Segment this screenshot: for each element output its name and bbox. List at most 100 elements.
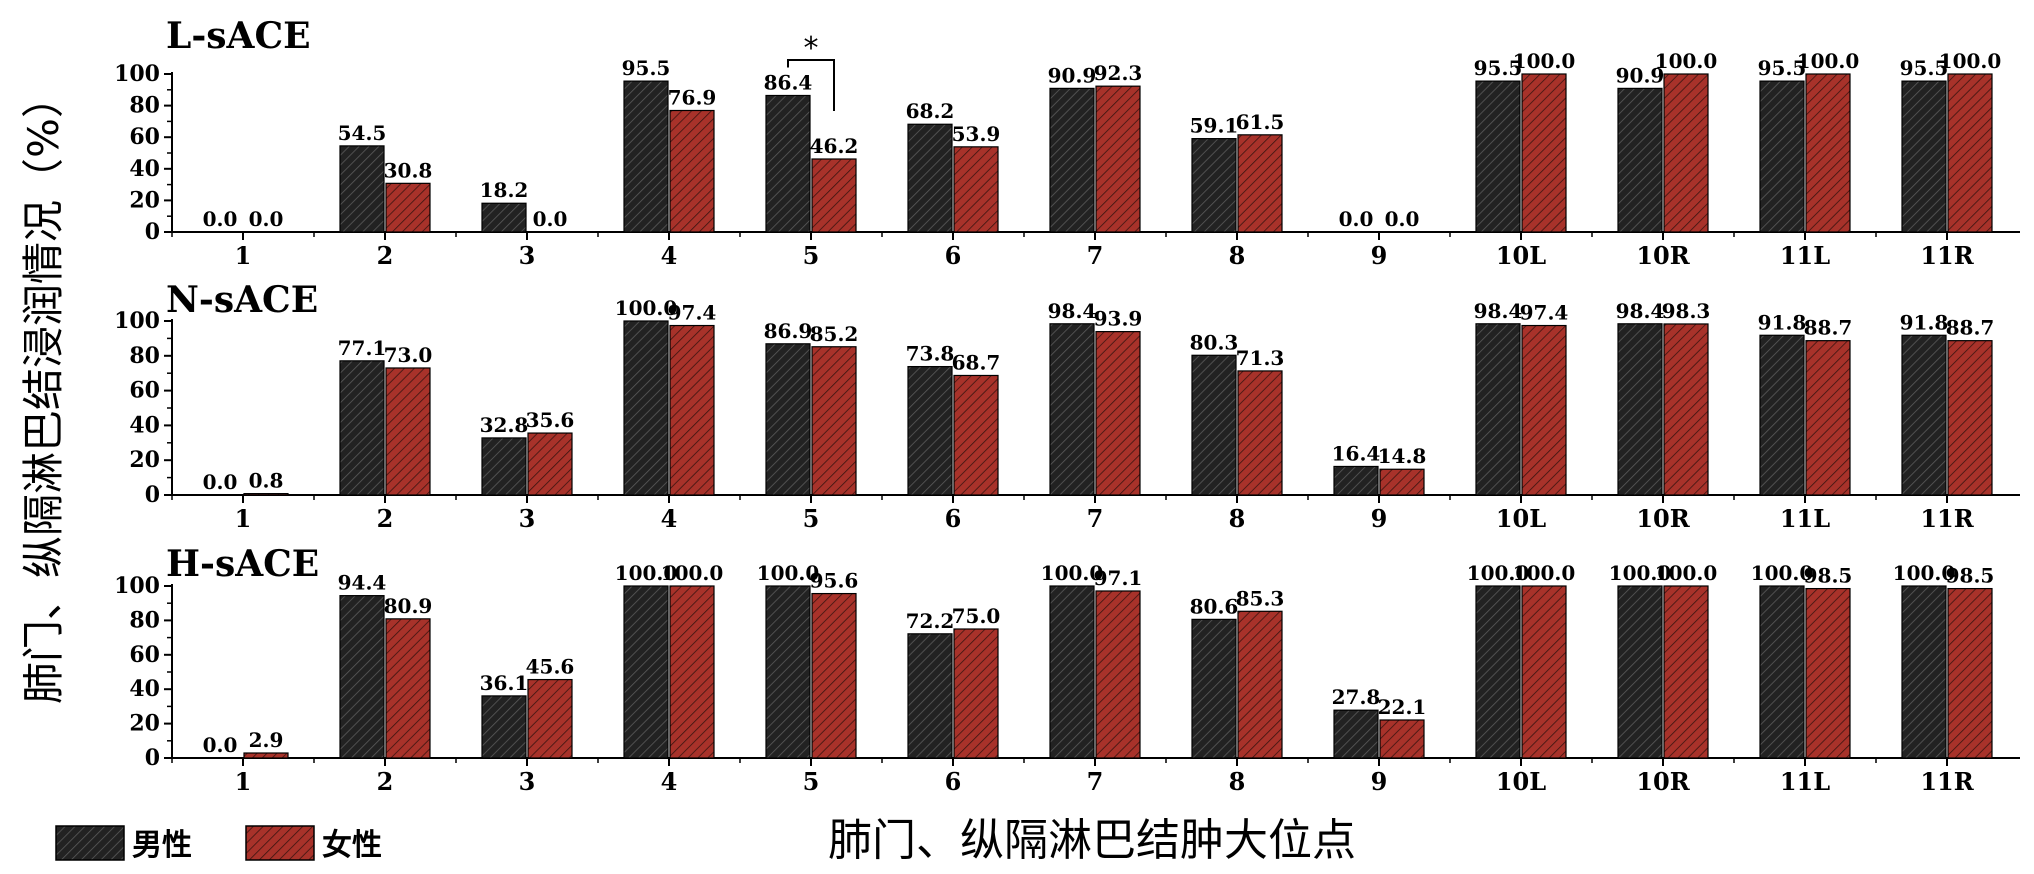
bar-female (1237, 610, 1283, 759)
bar-female (527, 432, 573, 496)
x-tick-label: 1 (235, 504, 252, 533)
bar-male (1191, 138, 1237, 233)
bar-male (623, 320, 669, 496)
bar-female (243, 493, 289, 496)
data-label-female: 0.0 (249, 207, 284, 231)
data-label-female: 0.8 (249, 469, 284, 493)
data-label-male: 100.0 (615, 561, 678, 585)
data-label-male: 80.3 (1190, 330, 1239, 354)
data-label-male: 100.0 (1609, 561, 1672, 585)
data-label-female: 97.1 (1094, 566, 1143, 590)
data-label-male: 98.4 (1048, 299, 1097, 323)
data-label-female: 100.0 (661, 561, 724, 585)
bar-female (243, 752, 289, 759)
x-tick-label: 10R (1636, 504, 1690, 533)
data-label-female: 98.3 (1662, 299, 1711, 323)
data-label-female: 85.3 (1236, 586, 1285, 610)
x-tick-label: 9 (1371, 241, 1388, 270)
data-label-female: 76.9 (668, 85, 717, 109)
bar-female (1947, 73, 1993, 233)
bar-male (481, 695, 527, 759)
x-tick-label: 11L (1780, 504, 1830, 533)
bar-female (953, 146, 999, 233)
bar-female (811, 158, 857, 233)
bar-male (1475, 323, 1521, 496)
data-label-male: 18.2 (480, 178, 529, 202)
bar-male (1475, 585, 1521, 759)
x-tick-label: 9 (1371, 767, 1388, 796)
y-tick-label: 20 (129, 187, 160, 213)
data-label-female: 93.9 (1094, 307, 1143, 331)
bar-female (385, 182, 431, 233)
y-tick-label: 0 (145, 219, 160, 245)
data-label-male: 86.9 (764, 319, 813, 343)
data-label-female: 71.3 (1236, 346, 1285, 370)
bar-female (1805, 73, 1851, 233)
panel-title: H-sACE (166, 543, 319, 585)
bar-male (1901, 585, 1947, 759)
x-tick-label: 3 (519, 767, 536, 796)
data-label-female: 75.0 (952, 604, 1001, 628)
bar-female (1663, 585, 1709, 759)
y-axis-label: 肺门、纵隔淋巴结浸润情况（%） (19, 76, 68, 704)
data-label-male: 95.5 (1758, 56, 1807, 80)
bar-male (1475, 80, 1521, 233)
bar-male (339, 360, 385, 496)
y-tick-label: 80 (129, 93, 160, 119)
bar-male (907, 123, 953, 233)
x-tick-label: 7 (1087, 504, 1104, 533)
bar-male (1901, 80, 1947, 233)
data-label-male: 0.0 (1339, 207, 1374, 231)
data-label-male: 27.8 (1332, 685, 1381, 709)
bar-female (1663, 323, 1709, 496)
bar-male (907, 365, 953, 496)
bar-male (623, 585, 669, 759)
y-tick-label: 20 (129, 447, 160, 473)
x-tick-label: 2 (377, 767, 394, 796)
data-label-female: 88.7 (1804, 316, 1853, 340)
data-label-male: 0.0 (203, 207, 238, 231)
data-label-male: 73.8 (906, 342, 955, 366)
data-label-female: 0.0 (1385, 207, 1420, 231)
data-label-male: 59.1 (1190, 114, 1239, 138)
data-label-male: 80.6 (1190, 594, 1239, 618)
bar-female (1237, 370, 1283, 496)
bar-male (1191, 354, 1237, 496)
bar-male (1049, 87, 1095, 233)
x-tick-label: 4 (661, 504, 678, 533)
data-label-female: 2.9 (249, 728, 284, 752)
y-tick-label: 20 (129, 711, 160, 737)
data-label-male: 32.8 (480, 413, 529, 437)
bar-male (1617, 585, 1663, 759)
panel-title: L-sACE (166, 15, 311, 57)
bar-female (1521, 73, 1567, 233)
bar-male (1901, 334, 1947, 496)
data-label-male: 100.0 (1751, 561, 1814, 585)
panel-h-sace: H-sACE 0 20 40 60 80 100 1 2 3 4 5 6 7 8 9 10L 10R 11L 11R 0… (114, 543, 2020, 796)
data-label-male: 95.5 (1474, 56, 1523, 80)
data-label-male: 68.2 (906, 99, 955, 123)
data-label-female: 0.0 (533, 207, 568, 231)
bar-male (481, 437, 527, 496)
bar-female (1947, 587, 1993, 759)
bar-female (953, 628, 999, 759)
data-label-female: 97.4 (1520, 301, 1569, 325)
y-tick-label: 80 (129, 607, 160, 633)
data-label-female: 68.7 (952, 350, 1001, 374)
data-label-female: 80.9 (384, 594, 433, 618)
data-label-female: 100.0 (1797, 49, 1860, 73)
legend-label-male: 男性 (132, 828, 192, 863)
bar-male (1191, 618, 1237, 759)
data-label-female: 100.0 (1513, 49, 1576, 73)
bar-female (811, 592, 857, 759)
data-label-female: 35.6 (526, 408, 575, 432)
x-tick-label: 8 (1229, 504, 1246, 533)
x-tick-label: 11L (1780, 241, 1830, 270)
x-tick-label: 8 (1229, 241, 1246, 270)
x-tick-label: 3 (519, 504, 536, 533)
bar-female (1095, 85, 1141, 233)
bar-male (765, 343, 811, 496)
bar-male (623, 80, 669, 233)
bar-female (527, 678, 573, 759)
